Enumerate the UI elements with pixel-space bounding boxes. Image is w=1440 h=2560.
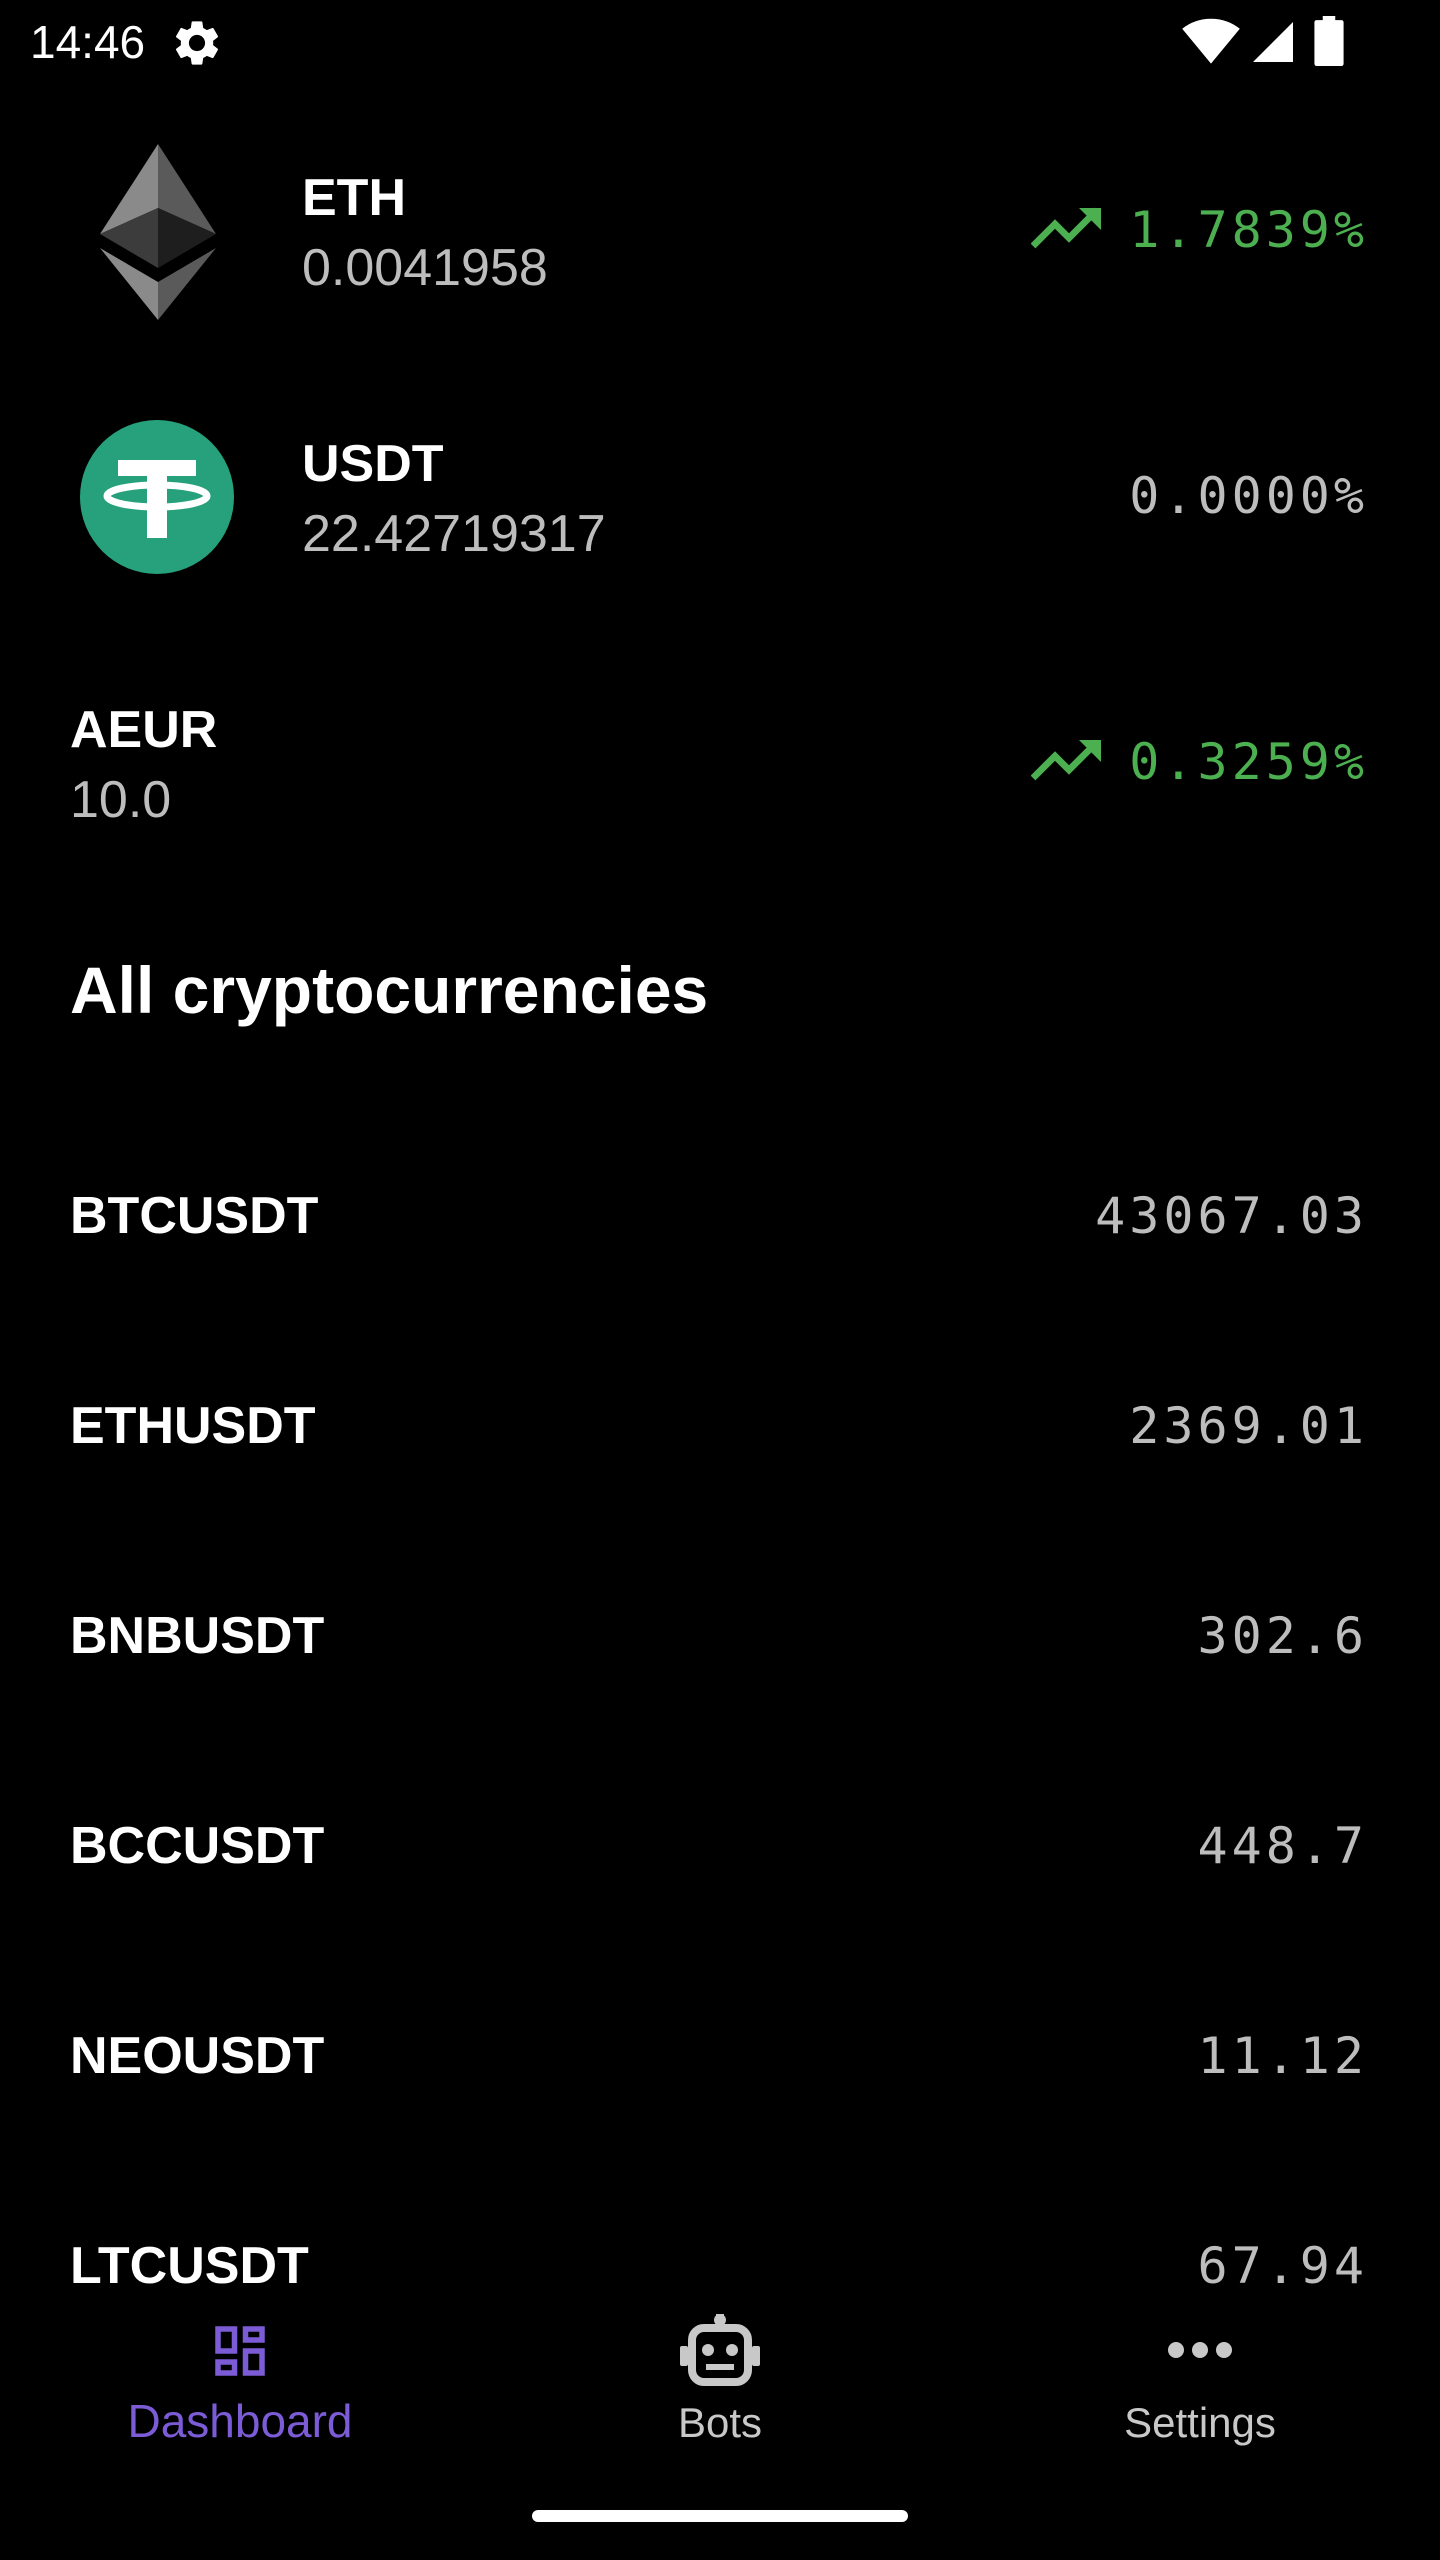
nav-item-settings[interactable]: Settings <box>960 2300 1440 2480</box>
pair-row[interactable]: ETHUSDT 2369.01 <box>0 1366 1440 1486</box>
pair-price: 2369.01 <box>1129 1397 1368 1455</box>
pair-row[interactable]: LTCUSDT 67.94 <box>0 2206 1440 2326</box>
dashboard-icon <box>215 2326 265 2376</box>
pair-price: 448.7 <box>1197 1817 1368 1875</box>
nav-label: Settings <box>1124 2399 1276 2446</box>
battery-icon <box>1314 16 1344 66</box>
wifi-icon <box>1182 18 1240 64</box>
holding-symbol: USDT <box>302 435 444 493</box>
pair-symbol: LTCUSDT <box>70 2237 309 2295</box>
nav-label: Bots <box>677 2399 763 2446</box>
pair-price: 302.6 <box>1197 1607 1368 1665</box>
holding-change-value: 0.0000% <box>1129 467 1368 525</box>
holding-change-value: 0.3259% <box>1129 733 1368 791</box>
holding-symbol: ETH <box>302 169 406 227</box>
holding-symbol: AEUR <box>70 701 218 759</box>
holding-amount: 10.0 <box>70 771 172 829</box>
more-dots-icon <box>1168 2342 1232 2358</box>
pair-symbol: NEOUSDT <box>70 2027 325 2085</box>
nav-item-bots[interactable]: Bots <box>480 2300 960 2480</box>
trending-up-icon <box>1031 207 1102 249</box>
pair-price: 11.12 <box>1197 2027 1368 2085</box>
home-indicator[interactable] <box>532 2510 908 2522</box>
trending-up-icon <box>1031 739 1102 781</box>
nav-label: Dashboard <box>127 2395 353 2447</box>
ethereum-logo-icon <box>100 144 216 320</box>
robot-icon <box>680 2314 760 2386</box>
pair-row[interactable]: BNBUSDT 302.6 <box>0 1576 1440 1696</box>
gear-icon <box>175 21 219 65</box>
pair-price: 67.94 <box>1197 2237 1368 2295</box>
holding-change-value: 1.7839% <box>1129 201 1368 259</box>
nav-item-dashboard[interactable]: Dashboard <box>0 2300 480 2480</box>
holding-amount: 0.0041958 <box>302 239 548 297</box>
signal-icon <box>1253 22 1293 62</box>
pair-row[interactable]: BTCUSDT 43067.03 <box>0 1156 1440 1276</box>
holding-change: 0.3259% <box>1031 732 1368 792</box>
pair-row[interactable]: NEOUSDT 11.12 <box>0 1996 1440 2116</box>
pair-symbol: ETHUSDT <box>70 1397 316 1455</box>
pair-symbol: BCCUSDT <box>70 1817 325 1875</box>
status-time: 14:46 <box>30 16 146 68</box>
holding-change: 1.7839% <box>1031 200 1368 260</box>
pair-symbol: BTCUSDT <box>70 1187 319 1245</box>
pair-price: 43067.03 <box>1095 1187 1368 1245</box>
tether-logo-icon <box>80 420 234 574</box>
holding-amount: 22.42719317 <box>302 505 606 563</box>
pair-symbol: BNBUSDT <box>70 1607 325 1665</box>
pair-row[interactable]: BCCUSDT 448.7 <box>0 1786 1440 1906</box>
holding-change: 0.0000% <box>1129 466 1368 526</box>
section-title: All cryptocurrencies <box>70 953 709 1027</box>
